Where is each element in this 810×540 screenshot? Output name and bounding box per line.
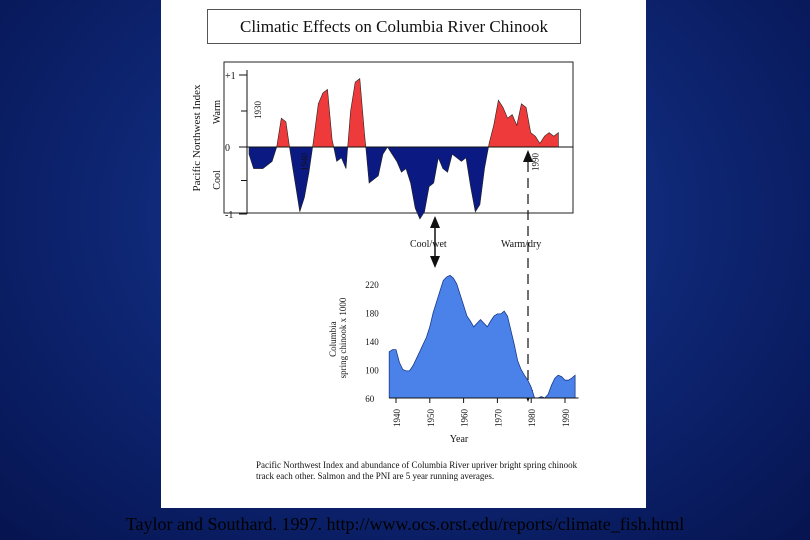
pni-plot-frame [223, 61, 574, 214]
pni-ytick-label-2: -1 [225, 210, 233, 221]
pni-ylabel: Pacific Northwest Index [191, 84, 203, 191]
salmon-ytick-label-100: 100 [365, 366, 379, 376]
salmon-ytick-label-60: 60 [365, 394, 375, 404]
salmon-xtick-label-1960: 1960 [460, 409, 470, 428]
cool-wet-label: Cool/wet [410, 239, 447, 250]
salmon-ylabel: Columbia spring chinook x 1000 [328, 297, 348, 378]
figure-title: Climatic Effects on Columbia River Chino… [207, 9, 581, 44]
pni-cool-area-0 [248, 146, 278, 169]
salmon-area-fill [388, 274, 576, 399]
salmon-xtick-label-1970: 1970 [493, 409, 503, 428]
salmon-ytick-label-140: 140 [365, 337, 379, 347]
pni-year-marker-1990: 1990 [530, 153, 540, 172]
citation: Taylor and Southard. 1997. http://www.oc… [125, 514, 685, 534]
pni-ytick-label-0: +1 [225, 71, 236, 82]
salmon-xtick-label-1990: 1990 [561, 409, 571, 428]
salmon-ytick-label-180: 180 [365, 309, 379, 319]
figure-caption: Pacific Northwest Index and abundance of… [256, 460, 578, 481]
pni-warm-area-5 [347, 78, 367, 148]
cool-wet-arrow-down [430, 256, 440, 268]
pni-cool-area-6 [365, 146, 389, 184]
pni-warm-area-1 [276, 117, 290, 148]
pni-year-marker-1930: 1930 [253, 101, 263, 120]
pni-cool-area-4 [333, 146, 349, 169]
salmon-xtick-label-1980: 1980 [527, 409, 537, 428]
figure-charts: +1 0 -1 1930 1940 1990 Pacific Northwest Ind… [191, 61, 579, 445]
salmon-ytick-label-220: 220 [365, 280, 379, 290]
pni-warm-area-3 [312, 88, 335, 148]
pni-ytick-label-1: 0 [225, 143, 230, 154]
pni-cool-area-8 [386, 146, 489, 220]
pni-cool-area-2 [289, 146, 313, 212]
pni-warm-area-9 [488, 99, 559, 148]
warm-dry-label: Warm/dry [501, 239, 541, 250]
warm-dry-arrow-up [523, 150, 533, 162]
salmon-xlabel: Year [450, 434, 469, 445]
pni-chart: +1 0 -1 1930 1940 1990 Pacific Northwest Ind… [191, 61, 574, 221]
salmon-xtick-label-1940: 1940 [392, 409, 402, 428]
figure-panel: Climatic Effects on Columbia River Chino… [161, 0, 646, 508]
pni-warm-label: Warm [212, 100, 223, 124]
pni-cool-label: Cool [212, 170, 223, 190]
salmon-xtick-label-1950: 1950 [426, 409, 436, 428]
cool-wet-arrow-up [430, 216, 440, 228]
pni-year-marker-1940: 1940 [299, 153, 309, 172]
